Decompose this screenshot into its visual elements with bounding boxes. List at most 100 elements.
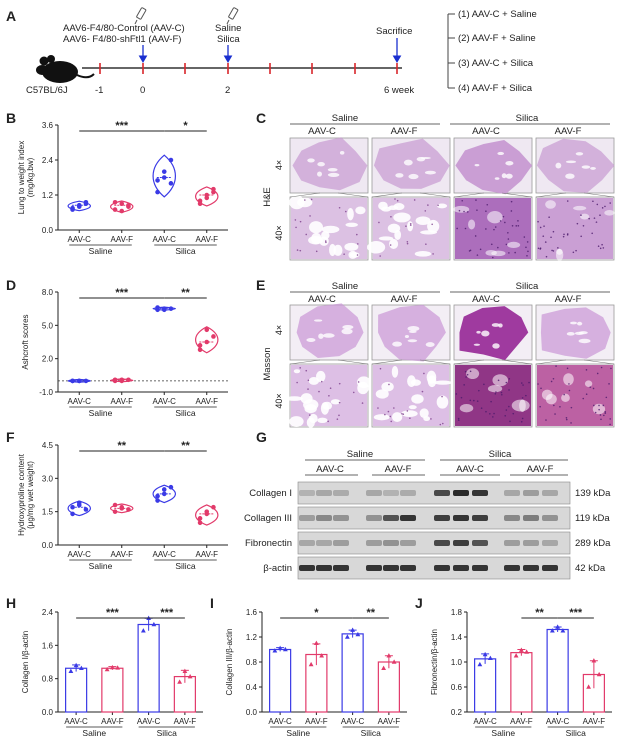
- blot-band: [453, 540, 469, 546]
- y-tick-label: 1.0: [451, 658, 463, 667]
- data-point: [76, 378, 82, 384]
- data-point: [182, 668, 188, 673]
- blot-band: [333, 540, 349, 546]
- histo-e-col-1: AAV-C: [308, 294, 336, 305]
- data-point: [386, 653, 392, 658]
- data-point: [204, 195, 210, 201]
- significance-label: ***: [106, 607, 120, 619]
- data-point: [70, 504, 75, 510]
- data-point: [76, 500, 82, 506]
- data-point: [161, 307, 167, 313]
- masson-high-mag-tile: [285, 363, 371, 428]
- data-point: [381, 665, 387, 671]
- data-point: [161, 169, 167, 174]
- blot-bands: [297, 481, 571, 580]
- data-point: [487, 655, 493, 661]
- panel-a-timeline: AAV6-F4/80-Control (AAV-C) AAV6- F4/80-s…: [26, 7, 537, 96]
- blot-kda-3: 289 kDa: [575, 538, 611, 549]
- blot-band: [366, 565, 382, 571]
- data-point: [560, 628, 566, 633]
- data-point: [391, 659, 397, 664]
- data-point: [350, 627, 356, 632]
- blot-band: [333, 490, 349, 496]
- blot-band: [523, 540, 539, 546]
- x-tick-label: AAV-F: [101, 717, 124, 726]
- zoom-connector: [535, 192, 567, 198]
- masson-low-mag-tile: [453, 304, 533, 361]
- masson-low-mag-tile: [535, 304, 615, 361]
- panel-letter-i: I: [210, 595, 214, 611]
- data-point: [83, 378, 89, 384]
- histo-c-group-silica: Silica: [516, 113, 539, 124]
- data-point: [177, 679, 183, 684]
- zoom-connector: [453, 359, 485, 365]
- he-high-mag-tile: [535, 196, 615, 261]
- he-low-mag-tile: [453, 137, 533, 195]
- histo-e-col-4: AAV-F: [555, 294, 582, 305]
- blot-row-label-3: Fibronectin: [245, 538, 292, 549]
- x-tick-label: AAV-F: [195, 550, 218, 559]
- data-point: [115, 665, 121, 670]
- he-high-mag-tile: [453, 196, 533, 261]
- significance-label: ***: [160, 607, 174, 619]
- chart-f: 0.0 1.5 3.0 4.5 Hydroxyproline content(μg/mg…: [17, 440, 228, 571]
- x-tick-label: AAV-C: [153, 235, 177, 244]
- x-tick-label: AAV-C: [68, 235, 92, 244]
- timeline-tick-m1: -1: [95, 85, 103, 96]
- blot-band: [366, 540, 382, 546]
- down-arrow-icon: [138, 38, 402, 63]
- blot-band: [299, 565, 315, 571]
- violin-shape: [195, 326, 219, 354]
- violin-shape: [67, 200, 92, 212]
- x-tick-label: AAV-C: [473, 717, 497, 726]
- zoom-connector: [337, 359, 369, 365]
- x-tick-label: AAV-C: [153, 397, 177, 406]
- data-point: [197, 347, 203, 353]
- panel-letter-c: C: [256, 110, 266, 126]
- violin-shape: [152, 154, 177, 198]
- blot-band: [453, 515, 469, 521]
- blot-band: [472, 540, 488, 546]
- bar: [137, 623, 160, 713]
- he-high-mag-tile: [367, 196, 451, 261]
- x-tick-label: AAV-F: [305, 717, 328, 726]
- bar: [474, 658, 497, 713]
- significance-label: **: [181, 287, 190, 299]
- significance-label: ***: [115, 120, 129, 132]
- blot-band: [472, 515, 488, 521]
- data-point: [112, 199, 118, 205]
- data-point: [277, 645, 283, 651]
- histo-c-col-4: AAV-F: [555, 126, 582, 137]
- chart-h: 0.0 0.8 1.6 2.4 Collagen I/β-actin AAV-C AAV-F…: [21, 607, 203, 738]
- zoom-connector: [453, 192, 485, 198]
- silica-label: Silica: [217, 34, 240, 45]
- blot-row-label-2: Collagen III: [244, 513, 292, 524]
- sacrifice-label: Sacrifice: [376, 26, 412, 37]
- data-point: [272, 648, 278, 653]
- masson-high-mag-tile: [453, 363, 533, 428]
- blot-band: [453, 565, 469, 571]
- blot-group-saline: Saline: [347, 449, 373, 460]
- blot-col-1: AAV-C: [316, 464, 344, 475]
- zoom-connector: [419, 359, 451, 365]
- data-point: [187, 673, 193, 679]
- y-tick-label: 0.0: [246, 708, 258, 717]
- histo-c-col-3: AAV-C: [472, 126, 500, 137]
- panel-g-western-blot: Saline Silica AAV-C AAV-F AAV-C AAV-F Co…: [244, 449, 611, 574]
- x-tick-label: AAV-F: [583, 717, 606, 726]
- blot-band: [366, 490, 382, 496]
- group-label: Silica: [361, 728, 382, 738]
- y-axis-label: Lung to weight index(mg/kg.bw): [17, 141, 35, 214]
- y-axis-label: Collagen I/β-actin: [21, 631, 30, 693]
- panel-e-histology: Saline Silica AAV-C AAV-F AAV-C AAV-F 4×…: [262, 281, 610, 409]
- data-point: [155, 493, 160, 499]
- bar: [377, 661, 400, 713]
- x-tick-label: AAV-C: [64, 717, 88, 726]
- zoom-connector: [535, 359, 567, 365]
- group-label: Silica: [175, 246, 196, 256]
- blot-band: [542, 565, 558, 571]
- data-point: [549, 628, 555, 633]
- syringe-icon-2: [226, 7, 239, 25]
- strain-label: C57BL/6J: [26, 85, 68, 96]
